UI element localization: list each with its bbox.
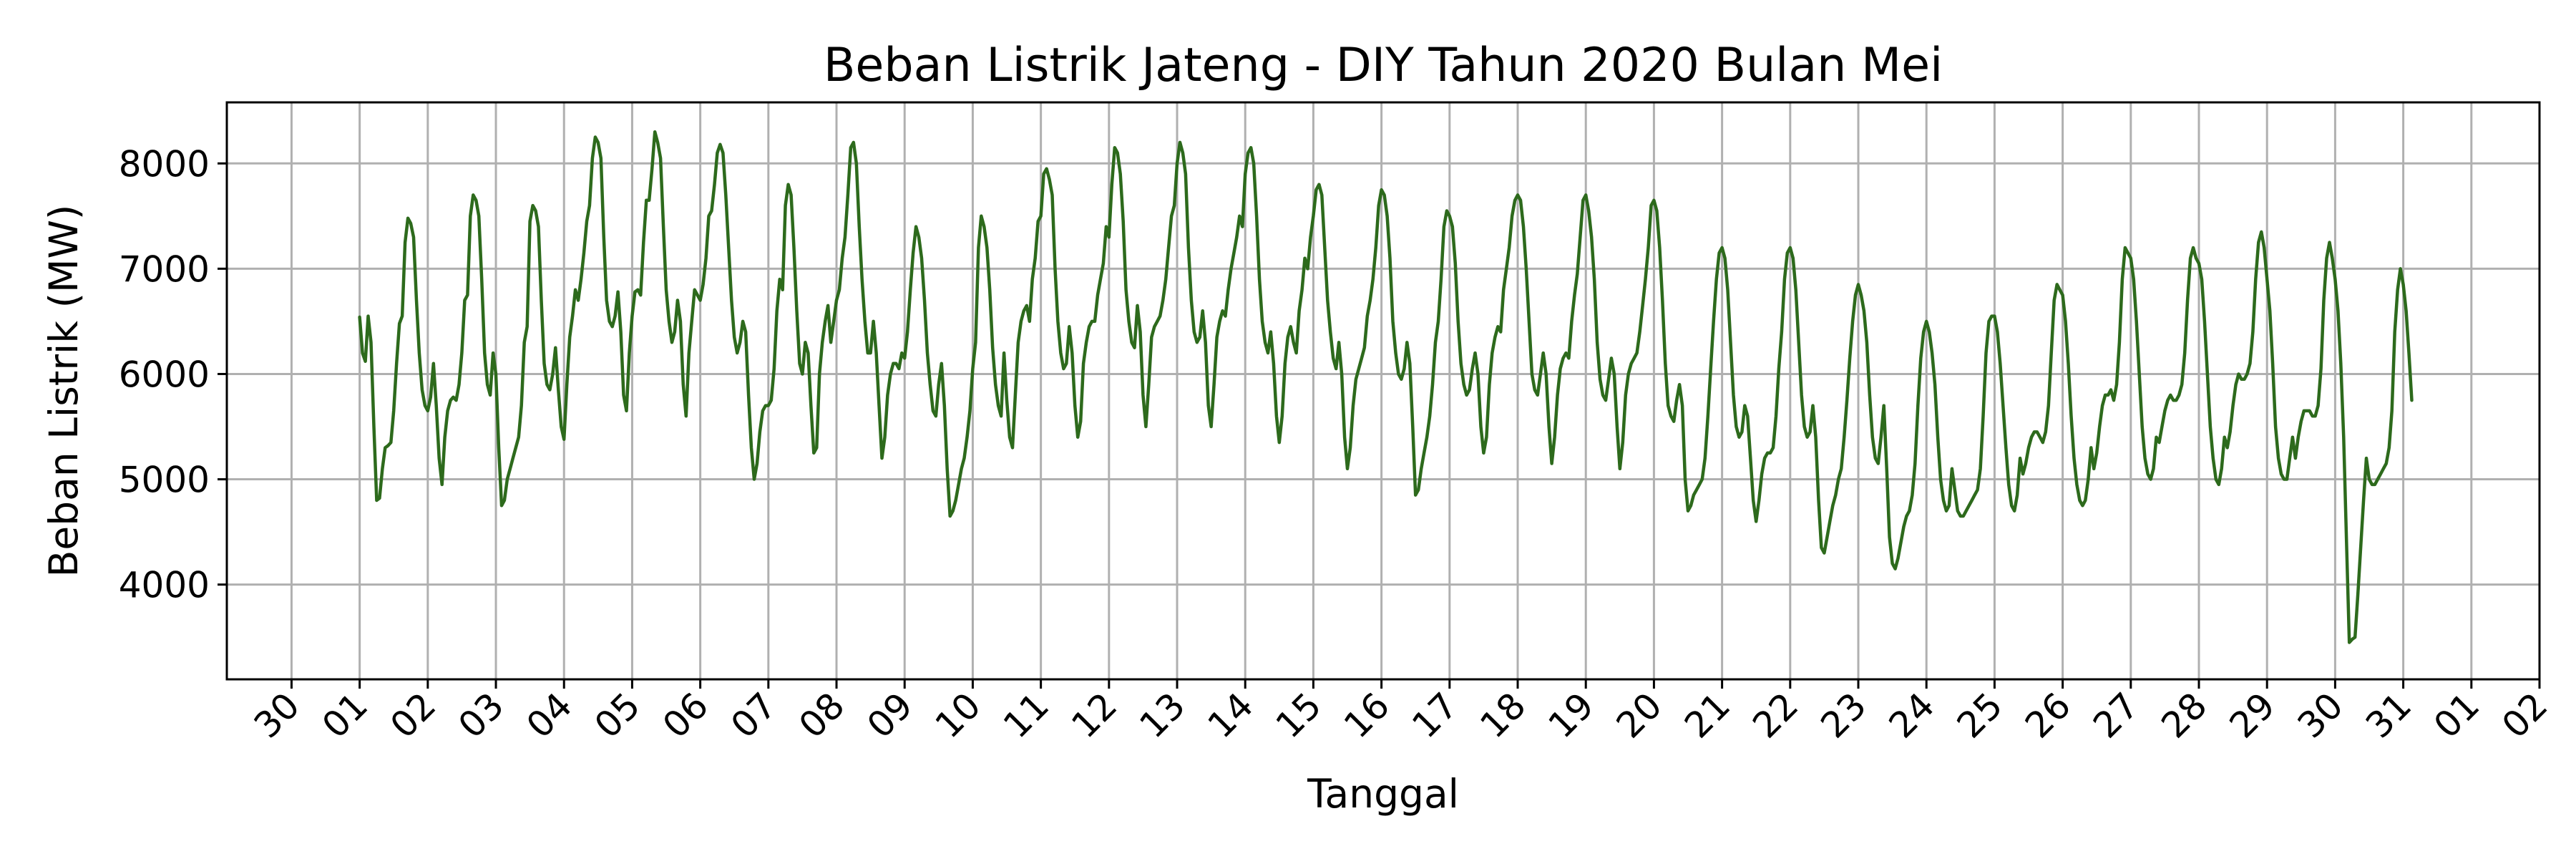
x-axis-label: Tanggal <box>1307 771 1459 817</box>
y-tick-label: 4000 <box>119 565 210 606</box>
y-axis-label: Beban Listrik (MW) <box>41 205 87 578</box>
series-line-beban-listrik <box>358 130 2414 644</box>
series-layer <box>358 130 2414 644</box>
y-tick-label: 6000 <box>119 354 210 395</box>
y-tick-label: 7000 <box>119 248 210 290</box>
y-tick-label: 8000 <box>119 143 210 185</box>
y-axis: 4000 5000 6000 7000 8000 <box>119 143 227 606</box>
y-tick-label: 5000 <box>119 460 210 501</box>
grid <box>227 102 2541 679</box>
chart-title: Beban Listrik Jateng - DIY Tahun 2020 Bu… <box>824 39 1943 92</box>
plot-frame <box>225 101 2541 681</box>
